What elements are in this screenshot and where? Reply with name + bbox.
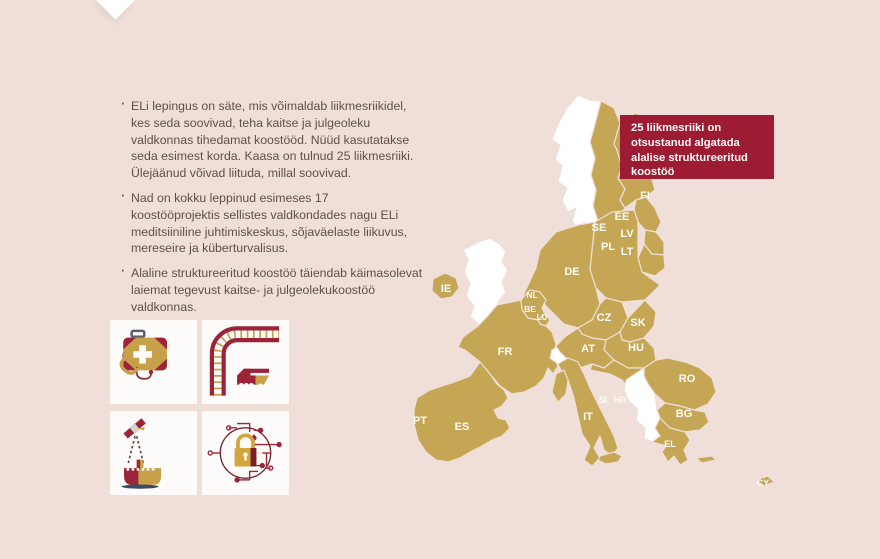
svg-text:HU: HU <box>628 342 644 354</box>
svg-text:DE: DE <box>564 266 579 278</box>
svg-text:EL: EL <box>664 439 676 449</box>
svg-text:LT: LT <box>621 246 634 258</box>
svg-text:LU: LU <box>537 313 548 322</box>
svg-text:CZ: CZ <box>597 312 612 324</box>
svg-text:ES: ES <box>455 421 470 433</box>
svg-text:RO: RO <box>679 373 696 385</box>
svg-text:PT: PT <box>413 415 427 427</box>
svg-text:PL: PL <box>601 241 615 253</box>
svg-text:LV: LV <box>620 228 634 240</box>
svg-text:SI: SI <box>599 395 608 405</box>
svg-text:IT: IT <box>583 411 593 423</box>
svg-text:FI: FI <box>640 190 650 202</box>
svg-text:SK: SK <box>630 317 645 329</box>
svg-text:BG: BG <box>676 408 693 420</box>
svg-text:SE: SE <box>592 222 607 234</box>
svg-text:FR: FR <box>498 346 513 358</box>
svg-text:IE: IE <box>441 283 451 295</box>
svg-text:EE: EE <box>615 211 630 223</box>
svg-text:BE: BE <box>524 304 536 314</box>
svg-text:HR: HR <box>614 395 627 405</box>
svg-text:AT: AT <box>581 343 595 355</box>
svg-text:NL: NL <box>526 290 537 300</box>
svg-text:CY: CY <box>757 478 770 488</box>
